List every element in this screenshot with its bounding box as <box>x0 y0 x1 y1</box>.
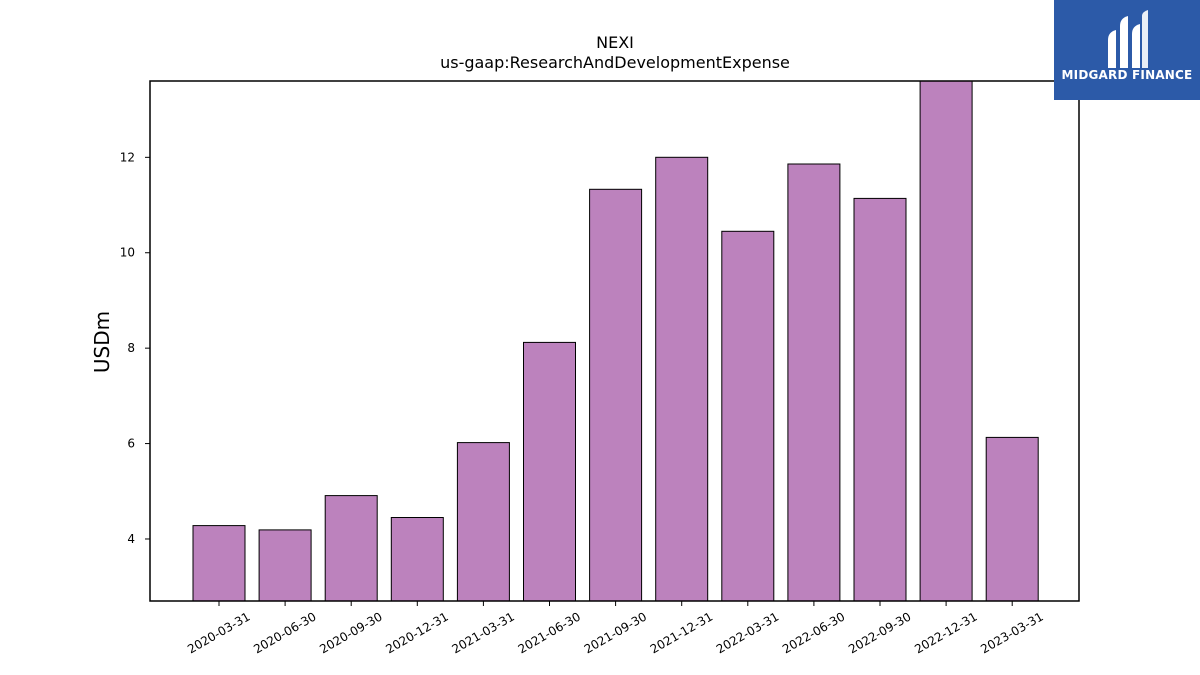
bars-group <box>192 80 1039 602</box>
x-tick-label-2020-09-30: 2020-09-30 <box>317 609 384 656</box>
x-tick-label-2020-12-31: 2020-12-31 <box>383 609 450 656</box>
x-tick-label-2021-12-31: 2021-12-31 <box>648 609 715 656</box>
x-tick-label-2021-09-30: 2021-09-30 <box>582 609 649 656</box>
x-tick-label-2022-09-30: 2022-09-30 <box>846 609 913 656</box>
chart-subtitle: us-gaap:ResearchAndDevelopmentExpense <box>440 53 790 72</box>
y-ticks-group: 4 6 8 10 12 <box>120 150 150 546</box>
bar-2020-12-31 <box>390 517 444 602</box>
bar-2022-12-31 <box>919 80 973 602</box>
bar-2021-03-31 <box>456 442 510 602</box>
y-axis-label: USDm <box>90 311 114 373</box>
x-tick-label-2022-03-31: 2022-03-31 <box>714 609 781 656</box>
x-tick-label-2022-12-31: 2022-12-31 <box>912 609 979 656</box>
bar-2021-12-31 <box>655 156 709 602</box>
x-tick-label-2020-06-30: 2020-06-30 <box>251 609 318 656</box>
x-tick-label-2022-06-30: 2022-06-30 <box>780 609 847 656</box>
midgard-logo-icon <box>1108 10 1148 68</box>
bar-2022-06-30 <box>787 163 841 602</box>
bar-2023-03-31 <box>985 436 1039 602</box>
y-tick-label-8: 8 <box>127 341 135 355</box>
bar-2021-06-30 <box>523 341 576 602</box>
x-ticks-group: 2020-03-312020-06-302020-09-302020-12-31… <box>185 601 1046 656</box>
x-tick-label-2021-06-30: 2021-06-30 <box>516 609 583 656</box>
y-tick-label-6: 6 <box>127 437 135 451</box>
y-tick-label-12: 12 <box>120 150 135 164</box>
midgard-finance-logo: MIDGARD FINANCE <box>1054 0 1200 100</box>
y-tick-label-10: 10 <box>120 246 135 260</box>
x-tick-label-2023-03-31: 2023-03-31 <box>978 609 1045 656</box>
bar-2020-09-30 <box>324 495 378 602</box>
chart-title: NEXI <box>596 33 634 52</box>
x-tick-label-2021-03-31: 2021-03-31 <box>449 609 516 656</box>
y-tick-label-4: 4 <box>127 532 135 546</box>
logo-text: MIDGARD FINANCE <box>1061 68 1193 82</box>
x-tick-label-2020-03-31: 2020-03-31 <box>185 609 252 656</box>
bar-2020-03-31 <box>192 525 246 602</box>
bar-2022-09-30 <box>853 197 907 602</box>
bar-2022-03-31 <box>721 230 775 602</box>
bar-2020-06-30 <box>258 529 312 602</box>
plot-frame <box>149 80 1080 602</box>
bar-2021-09-30 <box>589 188 643 602</box>
